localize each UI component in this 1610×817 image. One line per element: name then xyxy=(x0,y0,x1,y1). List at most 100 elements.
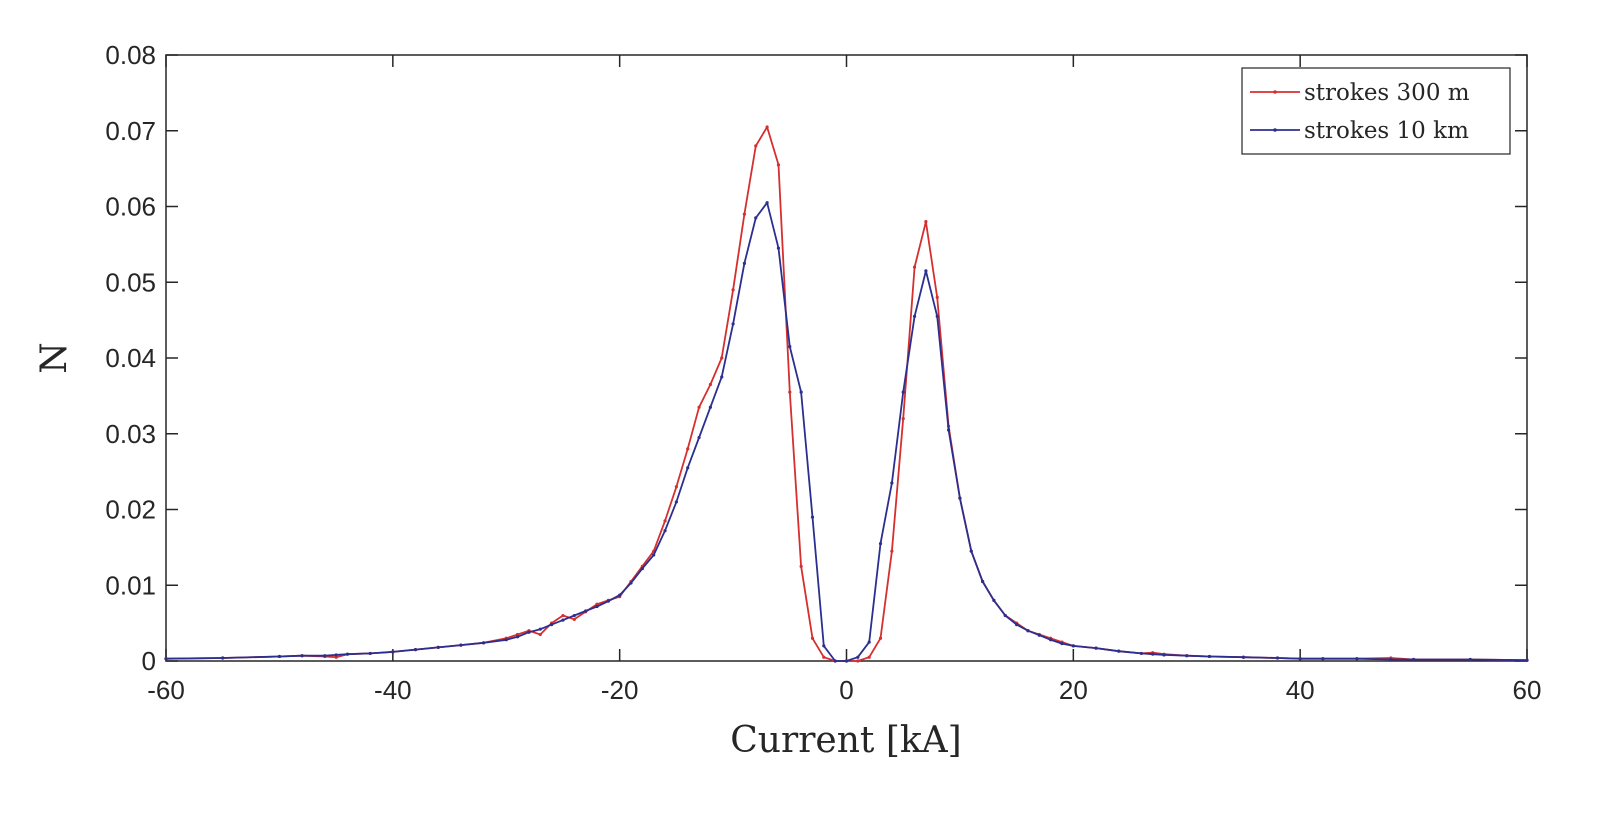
data-point xyxy=(686,466,690,470)
y-axis-title: N xyxy=(34,342,75,374)
series-line xyxy=(165,201,1528,662)
data-point xyxy=(391,650,395,654)
x-axis-title: Current [kA] xyxy=(730,720,961,761)
plot-area xyxy=(166,55,1527,661)
data-point xyxy=(504,638,508,642)
data-point xyxy=(1275,656,1280,660)
y-tick-label: 0.08 xyxy=(105,40,156,70)
data-point xyxy=(946,428,951,432)
y-tick-label: 0.01 xyxy=(105,570,156,600)
data-point xyxy=(436,645,440,649)
data-point xyxy=(1049,638,1053,642)
data-point xyxy=(981,579,985,584)
data-point xyxy=(731,322,735,326)
data-point xyxy=(481,641,486,645)
data-point xyxy=(720,375,724,379)
data-point xyxy=(765,201,769,205)
data-point xyxy=(413,648,418,652)
data-point xyxy=(788,390,792,394)
data-point xyxy=(1298,657,1302,661)
data-point xyxy=(878,541,883,546)
y-tick-label: 0.06 xyxy=(105,192,156,222)
legend-label: strokes 10 km xyxy=(1304,118,1469,144)
data-point xyxy=(754,216,758,220)
data-point xyxy=(686,447,690,451)
data-point xyxy=(663,519,667,523)
y-tick-label: 0 xyxy=(142,646,156,676)
data-point xyxy=(754,144,758,148)
x-tick-label: 20 xyxy=(1059,675,1088,705)
data-point xyxy=(595,602,599,606)
data-point xyxy=(697,435,701,440)
data-point xyxy=(1321,657,1325,661)
data-point xyxy=(572,613,576,618)
x-tick-label: -40 xyxy=(374,675,412,705)
data-point xyxy=(629,581,633,585)
data-point xyxy=(561,618,565,622)
data-point xyxy=(935,295,939,299)
data-point xyxy=(515,632,520,637)
data-point xyxy=(890,549,894,553)
data-point xyxy=(1003,613,1007,618)
data-point xyxy=(969,549,973,553)
data-point xyxy=(527,630,531,634)
data-point xyxy=(323,654,327,658)
data-point xyxy=(1468,657,1472,662)
x-tick-label: -60 xyxy=(147,675,185,705)
data-point xyxy=(674,500,678,504)
data-point xyxy=(901,390,905,394)
data-point xyxy=(595,604,599,609)
data-point xyxy=(935,314,939,318)
data-point xyxy=(992,598,996,603)
data-point xyxy=(912,265,917,269)
legend-label: strokes 300 m xyxy=(1304,80,1470,106)
data-point xyxy=(277,654,282,659)
data-point xyxy=(1241,655,1246,659)
data-point xyxy=(810,515,815,519)
series-strokes-10km xyxy=(164,201,1529,663)
data-point xyxy=(221,656,225,660)
data-point xyxy=(958,496,962,500)
data-point xyxy=(300,654,304,658)
data-point xyxy=(1355,657,1359,661)
x-axis: -60 -40 -20 0 20 40 60 xyxy=(147,55,1541,705)
legend-marker xyxy=(1273,128,1277,132)
x-tick-label: 40 xyxy=(1286,675,1315,705)
x-tick-label: 60 xyxy=(1513,675,1542,705)
data-point xyxy=(663,529,667,533)
data-point xyxy=(538,632,542,637)
data-point xyxy=(901,417,905,421)
data-point xyxy=(345,652,350,656)
data-point xyxy=(867,655,871,659)
x-tick-label: 0 xyxy=(839,675,853,705)
data-point xyxy=(1411,657,1416,662)
data-point xyxy=(788,345,792,349)
data-point xyxy=(1015,623,1019,627)
data-point xyxy=(561,613,565,618)
legend-box xyxy=(1241,67,1511,155)
data-point xyxy=(572,617,576,621)
data-point xyxy=(912,314,917,318)
data-point xyxy=(708,382,713,387)
data-point xyxy=(550,623,554,627)
data-point xyxy=(890,481,894,485)
y-axis: 0 0.01 0.02 0.03 0.04 0.05 0.06 0.07 0.08 xyxy=(105,40,1527,676)
data-point xyxy=(606,599,610,603)
data-point xyxy=(538,627,542,631)
data-point xyxy=(618,593,622,597)
data-point xyxy=(1071,644,1075,648)
data-point xyxy=(856,659,860,663)
data-point xyxy=(833,659,837,663)
data-point xyxy=(765,125,769,129)
data-point xyxy=(799,390,803,394)
data-point xyxy=(822,655,826,659)
data-point xyxy=(776,246,781,250)
data-point xyxy=(856,655,860,659)
data-point xyxy=(1389,657,1393,662)
data-point xyxy=(1525,658,1529,662)
data-point xyxy=(924,269,928,273)
data-point xyxy=(334,655,338,659)
data-point xyxy=(776,163,781,167)
data-point xyxy=(1117,649,1121,653)
data-point xyxy=(720,356,724,360)
